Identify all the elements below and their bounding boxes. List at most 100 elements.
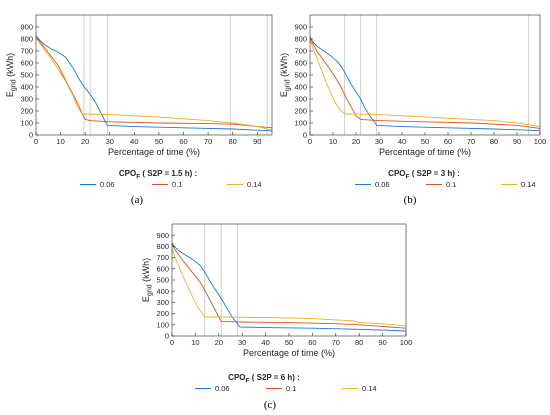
y-tick-label: 600	[156, 264, 169, 273]
legend-label-0.14: 0.14	[362, 384, 377, 393]
legend-label-0.1: 0.1	[172, 180, 182, 189]
y-axis-label: Egrid (kWh)	[5, 53, 18, 97]
series-line-0.06	[309, 36, 541, 132]
series-line-0.1	[35, 36, 273, 129]
legend-label-0.06: 0.06	[215, 384, 230, 393]
y-tick-label: 700	[156, 253, 169, 262]
x-tick-label: 10	[329, 137, 337, 146]
x-tick-label: 100	[400, 338, 413, 347]
x-tick-label: 100	[534, 137, 547, 146]
y-tick-label: 800	[20, 35, 33, 44]
legend-label-0.06: 0.06	[375, 180, 390, 189]
y-tick-label: 100	[156, 320, 169, 329]
series-line-0.06	[35, 35, 273, 132]
series-line-0.14	[35, 36, 273, 131]
x-tick-label: 10	[56, 137, 64, 146]
legend-label-0.1: 0.1	[446, 180, 456, 189]
x-tick-label: 90	[378, 338, 386, 347]
y-tick-label: 900	[156, 231, 169, 240]
legend: CPOF ( S2P = 6 h) :0.06 0.1 0.14	[195, 373, 377, 393]
x-tick-label: 40	[130, 137, 138, 146]
legend-title: CPOF ( S2P = 6 h) :	[228, 373, 300, 385]
y-tick-label: 0	[29, 131, 33, 140]
panel-tag: (b)	[404, 194, 417, 206]
y-tick-label: 700	[20, 47, 33, 56]
x-tick-label: 70	[204, 137, 212, 146]
y-tick-label: 400	[20, 83, 33, 92]
x-tick-label: 90	[513, 137, 521, 146]
y-tick-label: 400	[294, 83, 307, 92]
y-tick-label: 500	[156, 276, 169, 285]
y-tick-label: 300	[20, 95, 33, 104]
series-line-0.1	[171, 243, 407, 329]
y-tick-label: 0	[165, 332, 169, 341]
x-tick-label: 60	[179, 137, 187, 146]
x-tick-label: 0	[170, 338, 174, 347]
y-tick-label: 900	[20, 23, 33, 32]
x-tick-label: 80	[228, 137, 236, 146]
series-line-0.14	[171, 248, 407, 327]
chart-panel-2: 0 10 20 30 40 50 60 70 80 90 100010020030040050060…	[279, 14, 547, 206]
panel-tag: (a)	[131, 194, 144, 206]
series-line-0.14	[309, 38, 541, 128]
y-tick-label: 300	[156, 298, 169, 307]
x-tick-label: 20	[81, 137, 89, 146]
x-tick-label: 20	[215, 338, 223, 347]
x-tick-label: 30	[106, 137, 114, 146]
y-tick-label: 200	[294, 107, 307, 116]
x-tick-label: 20	[352, 137, 360, 146]
panel-tag: (c)	[264, 399, 277, 411]
x-tick-label: 80	[355, 338, 363, 347]
x-tick-label: 30	[238, 338, 246, 347]
y-tick-label: 200	[156, 309, 169, 318]
x-tick-label: 80	[490, 137, 498, 146]
legend-title: CPOF ( S2P = 3 h) :	[388, 169, 460, 181]
y-tick-label: 900	[294, 23, 307, 32]
legend-title: CPOF ( S2P = 1.5 h) :	[119, 169, 197, 181]
x-tick-label: 0	[308, 137, 312, 146]
y-tick-label: 800	[156, 242, 169, 251]
y-axis-label: Egrid (kWh)	[279, 53, 292, 97]
x-tick-label: 60	[444, 137, 452, 146]
y-tick-label: 700	[294, 47, 307, 56]
y-tick-label: 800	[294, 35, 307, 44]
legend: CPOF ( S2P = 3 h) :0.06 0.1 0.14	[355, 169, 536, 189]
x-tick-label: 70	[332, 338, 340, 347]
x-tick-label: 40	[261, 338, 269, 347]
x-tick-label: 90	[253, 137, 261, 146]
x-axis-label: Percentage of time (%)	[379, 147, 471, 157]
x-tick-label: 0	[34, 137, 38, 146]
x-tick-label: 50	[421, 137, 429, 146]
y-tick-label: 600	[294, 59, 307, 68]
y-tick-label: 100	[20, 119, 33, 128]
legend: CPOF ( S2P = 1.5 h) : 0.06 0.1 0.14	[80, 169, 262, 189]
y-tick-label: 0	[303, 131, 307, 140]
y-tick-label: 100	[294, 119, 307, 128]
x-axis-label: Percentage of time (%)	[243, 348, 335, 358]
y-tick-label: 200	[20, 107, 33, 116]
x-tick-label: 30	[375, 137, 383, 146]
x-tick-label: 40	[398, 137, 406, 146]
y-tick-label: 300	[294, 95, 307, 104]
series-line-0.1	[309, 36, 541, 129]
chart-panel-3: 0 10 20 30 40 50 60 70 80 90 100010020030040050060…	[141, 223, 413, 411]
x-axis-label: Percentage of time (%)	[108, 147, 200, 157]
legend-label-0.14: 0.14	[521, 180, 536, 189]
plot-area-frame	[171, 223, 407, 337]
legend-label-0.06: 0.06	[100, 180, 115, 189]
y-axis-label: Egrid (kWh)	[141, 258, 154, 302]
x-tick-label: 50	[285, 338, 293, 347]
x-tick-label: 50	[155, 137, 163, 146]
x-tick-label: 70	[467, 137, 475, 146]
y-tick-label: 400	[156, 287, 169, 296]
y-tick-label: 600	[20, 59, 33, 68]
series-line-0.06	[171, 242, 407, 332]
legend-label-0.1: 0.1	[286, 384, 296, 393]
chart-panel-1: 0 10 20 30 40 50 60 70 80 90010020030040050060070…	[5, 14, 273, 206]
legend-label-0.14: 0.14	[247, 180, 262, 189]
y-tick-label: 500	[294, 71, 307, 80]
x-tick-label: 10	[191, 338, 199, 347]
x-tick-label: 60	[308, 338, 316, 347]
y-tick-label: 500	[20, 71, 33, 80]
